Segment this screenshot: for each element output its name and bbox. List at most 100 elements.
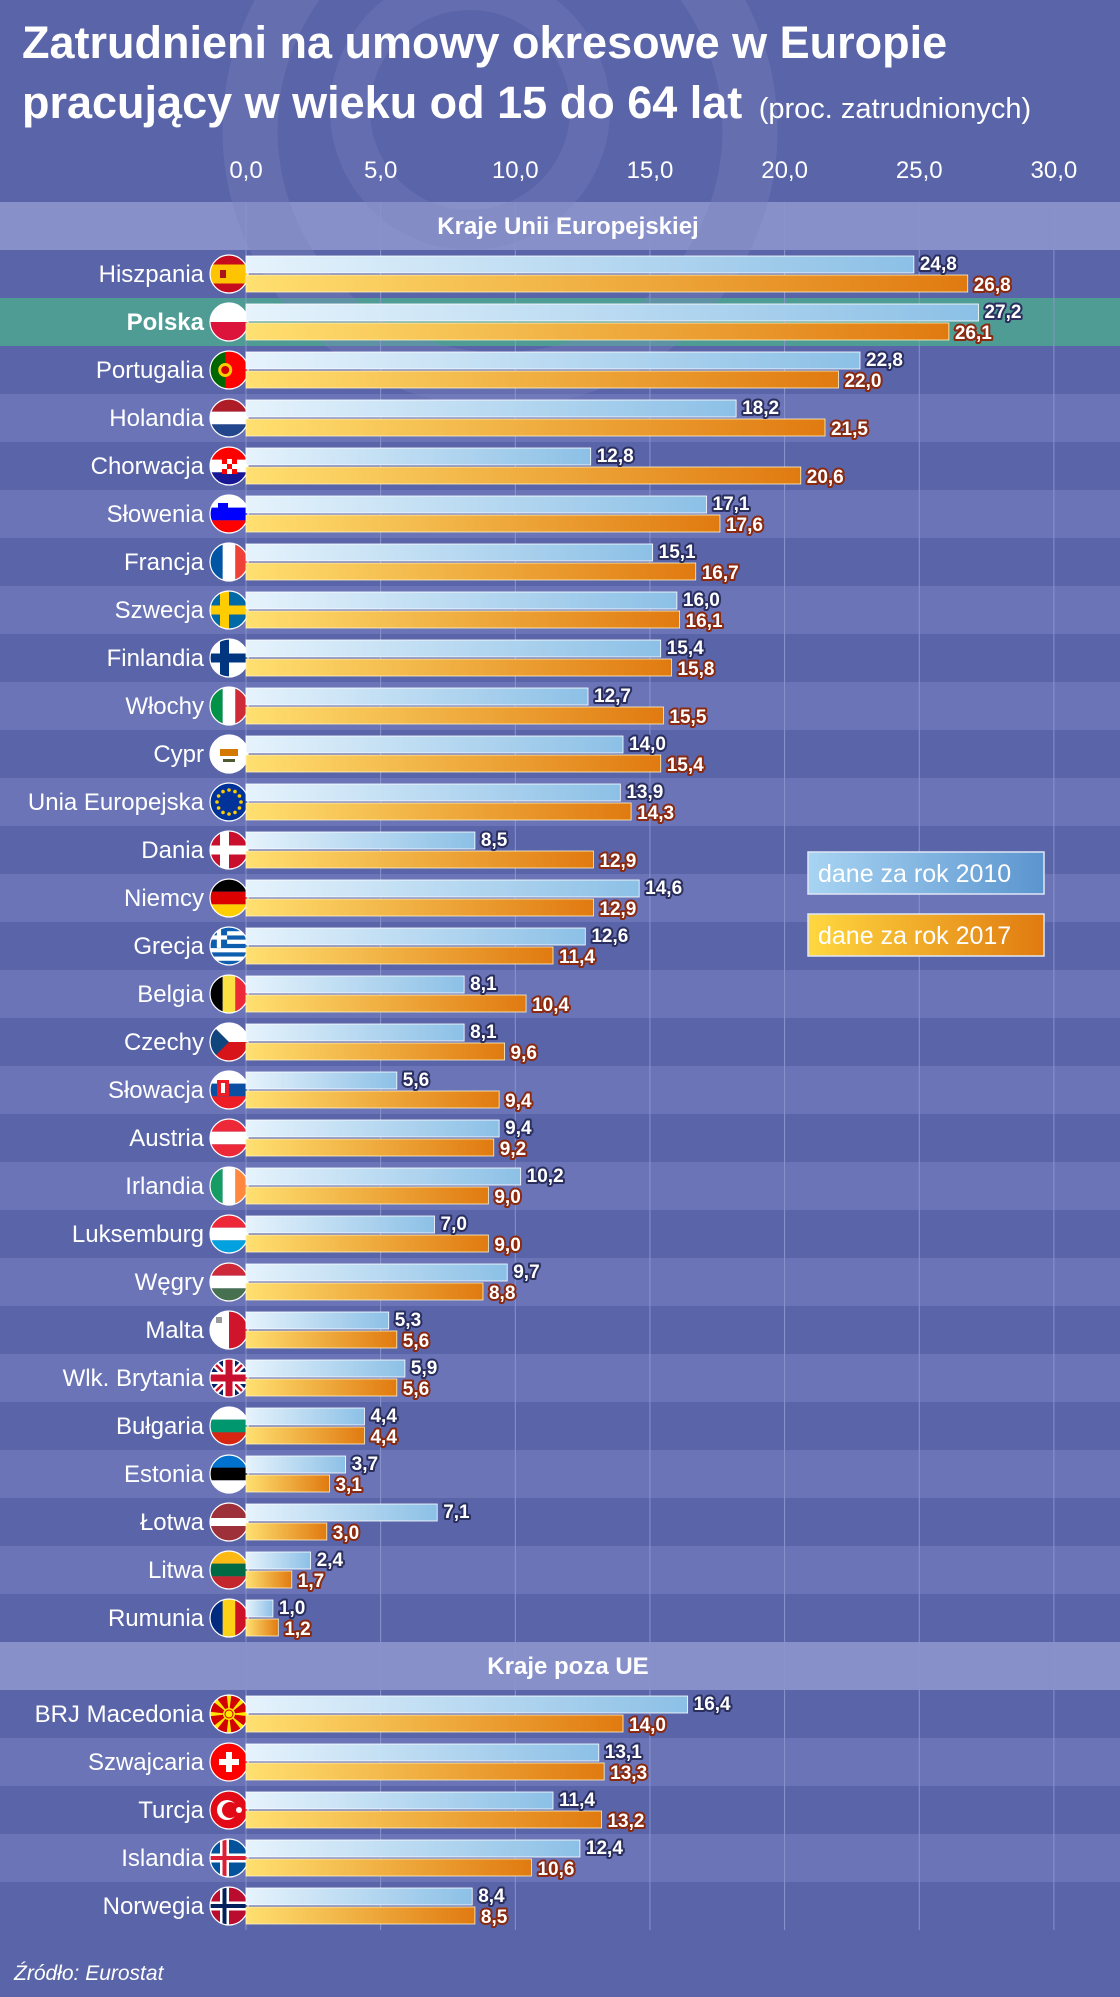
data-label-2017: 9,2 bbox=[500, 1139, 526, 1160]
bar-2010 bbox=[245, 399, 737, 418]
data-label-2010: 13,9 bbox=[626, 782, 663, 803]
bar-2017 bbox=[245, 1474, 330, 1493]
data-label-2017: 1,2 bbox=[284, 1619, 310, 1640]
data-label-2017: 14,3 bbox=[637, 803, 674, 824]
data-label-2010: 15,1 bbox=[659, 542, 696, 563]
data-label-2017: 26,8 bbox=[974, 275, 1011, 296]
uk-flag-icon bbox=[210, 1359, 248, 1397]
flag-outline bbox=[209, 1454, 249, 1494]
flag-outline bbox=[209, 350, 249, 390]
data-label-2010: 1,0 bbox=[279, 1598, 305, 1619]
chart-row: Bułgaria 4,44,4 bbox=[116, 1404, 399, 1450]
data-label-2017: 9,4 bbox=[505, 1091, 532, 1112]
row-band bbox=[0, 1258, 1120, 1306]
flag-outline bbox=[209, 1262, 249, 1302]
category-label: Portugalia bbox=[96, 357, 205, 384]
bar-2010 bbox=[245, 975, 465, 994]
chart-row: Belgia 8,1 10,4 bbox=[137, 972, 571, 1018]
category-label: Belgia bbox=[137, 981, 204, 1008]
category-label: Włochy bbox=[125, 693, 204, 720]
switzerland-flag-icon bbox=[210, 1743, 248, 1781]
source-note: Źródło: Eurostat bbox=[13, 1962, 165, 1985]
bar-2010 bbox=[245, 1695, 689, 1714]
chart-row: Turcja 11,4 13,2 bbox=[138, 1788, 646, 1834]
category-label: Polska bbox=[127, 309, 205, 336]
chart-row: Francja 15,1 16,7 bbox=[124, 540, 741, 586]
denmark-flag-icon bbox=[210, 831, 248, 869]
category-label: Chorwacja bbox=[91, 453, 205, 480]
data-label-2010: 12,4 bbox=[586, 1838, 623, 1859]
greece-flag-icon bbox=[210, 927, 248, 965]
flag-outline bbox=[209, 686, 249, 726]
category-label: Szwajcaria bbox=[88, 1749, 205, 1776]
data-label-2010: 3,7 bbox=[352, 1454, 378, 1475]
chart-subtitle: pracujący w wieku od 15 do 64 lat (proc.… bbox=[22, 77, 1031, 128]
chart-row: Litwa 2,41,7 bbox=[148, 1548, 346, 1594]
bar-2010 bbox=[245, 447, 592, 466]
category-label: Grecja bbox=[133, 933, 204, 960]
section-band bbox=[0, 202, 1120, 250]
section-title: Kraje poza UE bbox=[487, 1653, 648, 1680]
bar-2010 bbox=[245, 351, 861, 370]
bar-2010 bbox=[245, 927, 586, 946]
bar-2010 bbox=[245, 1215, 435, 1234]
bar-2017 bbox=[245, 274, 969, 293]
data-label-2017: 15,4 bbox=[667, 755, 704, 776]
flag-outline bbox=[209, 1214, 249, 1254]
sweden-flag-icon bbox=[210, 591, 248, 629]
row-band bbox=[0, 1162, 1120, 1210]
category-label: Łotwa bbox=[140, 1509, 205, 1536]
data-label-2010: 5,6 bbox=[403, 1070, 429, 1091]
data-label-2010: 13,1 bbox=[605, 1742, 642, 1763]
bar-2017 bbox=[245, 610, 680, 629]
category-label: Hiszpania bbox=[99, 261, 205, 288]
flag-outline bbox=[209, 1502, 249, 1542]
data-label-2017: 8,5 bbox=[481, 1907, 508, 1928]
flag-outline bbox=[209, 446, 249, 486]
flag-outline bbox=[209, 734, 249, 774]
category-label: Słowacja bbox=[108, 1077, 205, 1104]
bar-2017 bbox=[245, 994, 527, 1013]
category-label: Francja bbox=[124, 549, 205, 576]
bar-2017 bbox=[245, 562, 697, 581]
chart-subtitle-main: pracujący w wieku od 15 do 64 lat bbox=[22, 77, 742, 128]
flag-outline bbox=[209, 878, 249, 918]
row-band bbox=[0, 1354, 1120, 1402]
data-label-2010: 7,0 bbox=[441, 1214, 467, 1235]
chart-row: Włochy 12,7 15,5 bbox=[125, 684, 709, 730]
decorative-ring bbox=[330, 0, 610, 250]
data-label-2017: 12,9 bbox=[599, 851, 636, 872]
data-label-2010: 17,1 bbox=[713, 494, 750, 515]
flag-outline bbox=[209, 830, 249, 870]
bar-2017 bbox=[245, 1570, 293, 1589]
category-label: Austria bbox=[129, 1125, 204, 1152]
bar-2010 bbox=[245, 687, 589, 706]
chart-row: Islandia 12,4 10,6 bbox=[121, 1836, 625, 1882]
data-label-2017: 4,4 bbox=[370, 1427, 397, 1448]
x-tick-label: 25,0 bbox=[896, 157, 943, 184]
data-label-2017: 16,1 bbox=[686, 611, 723, 632]
bar-2010 bbox=[245, 1359, 406, 1378]
bar-2010 bbox=[245, 543, 654, 562]
bar-2017 bbox=[245, 514, 721, 533]
data-label-2017: 9,0 bbox=[494, 1187, 520, 1208]
chart-row: Austria 9,49,2 bbox=[129, 1116, 534, 1162]
x-tick-label: 15,0 bbox=[627, 157, 674, 184]
flag-outline bbox=[209, 926, 249, 966]
bar-2017 bbox=[245, 754, 662, 773]
data-label-2017: 9,6 bbox=[511, 1043, 537, 1064]
bar-2017 bbox=[245, 1090, 500, 1109]
chart-row: Dania 8,5 12,9 bbox=[141, 828, 638, 874]
category-label: Rumunia bbox=[108, 1605, 205, 1632]
flag-outline bbox=[209, 974, 249, 1014]
latvia-flag-icon bbox=[210, 1503, 248, 1541]
bar-2010 bbox=[245, 591, 678, 610]
flag-outline bbox=[209, 254, 249, 294]
x-tick-label: 10,0 bbox=[492, 157, 539, 184]
turkey-flag-icon bbox=[210, 1791, 248, 1829]
bar-2017 bbox=[245, 1138, 495, 1157]
x-tick-label: 0,0 bbox=[229, 157, 262, 184]
row-band bbox=[0, 1450, 1120, 1498]
flag-outline bbox=[209, 782, 249, 822]
